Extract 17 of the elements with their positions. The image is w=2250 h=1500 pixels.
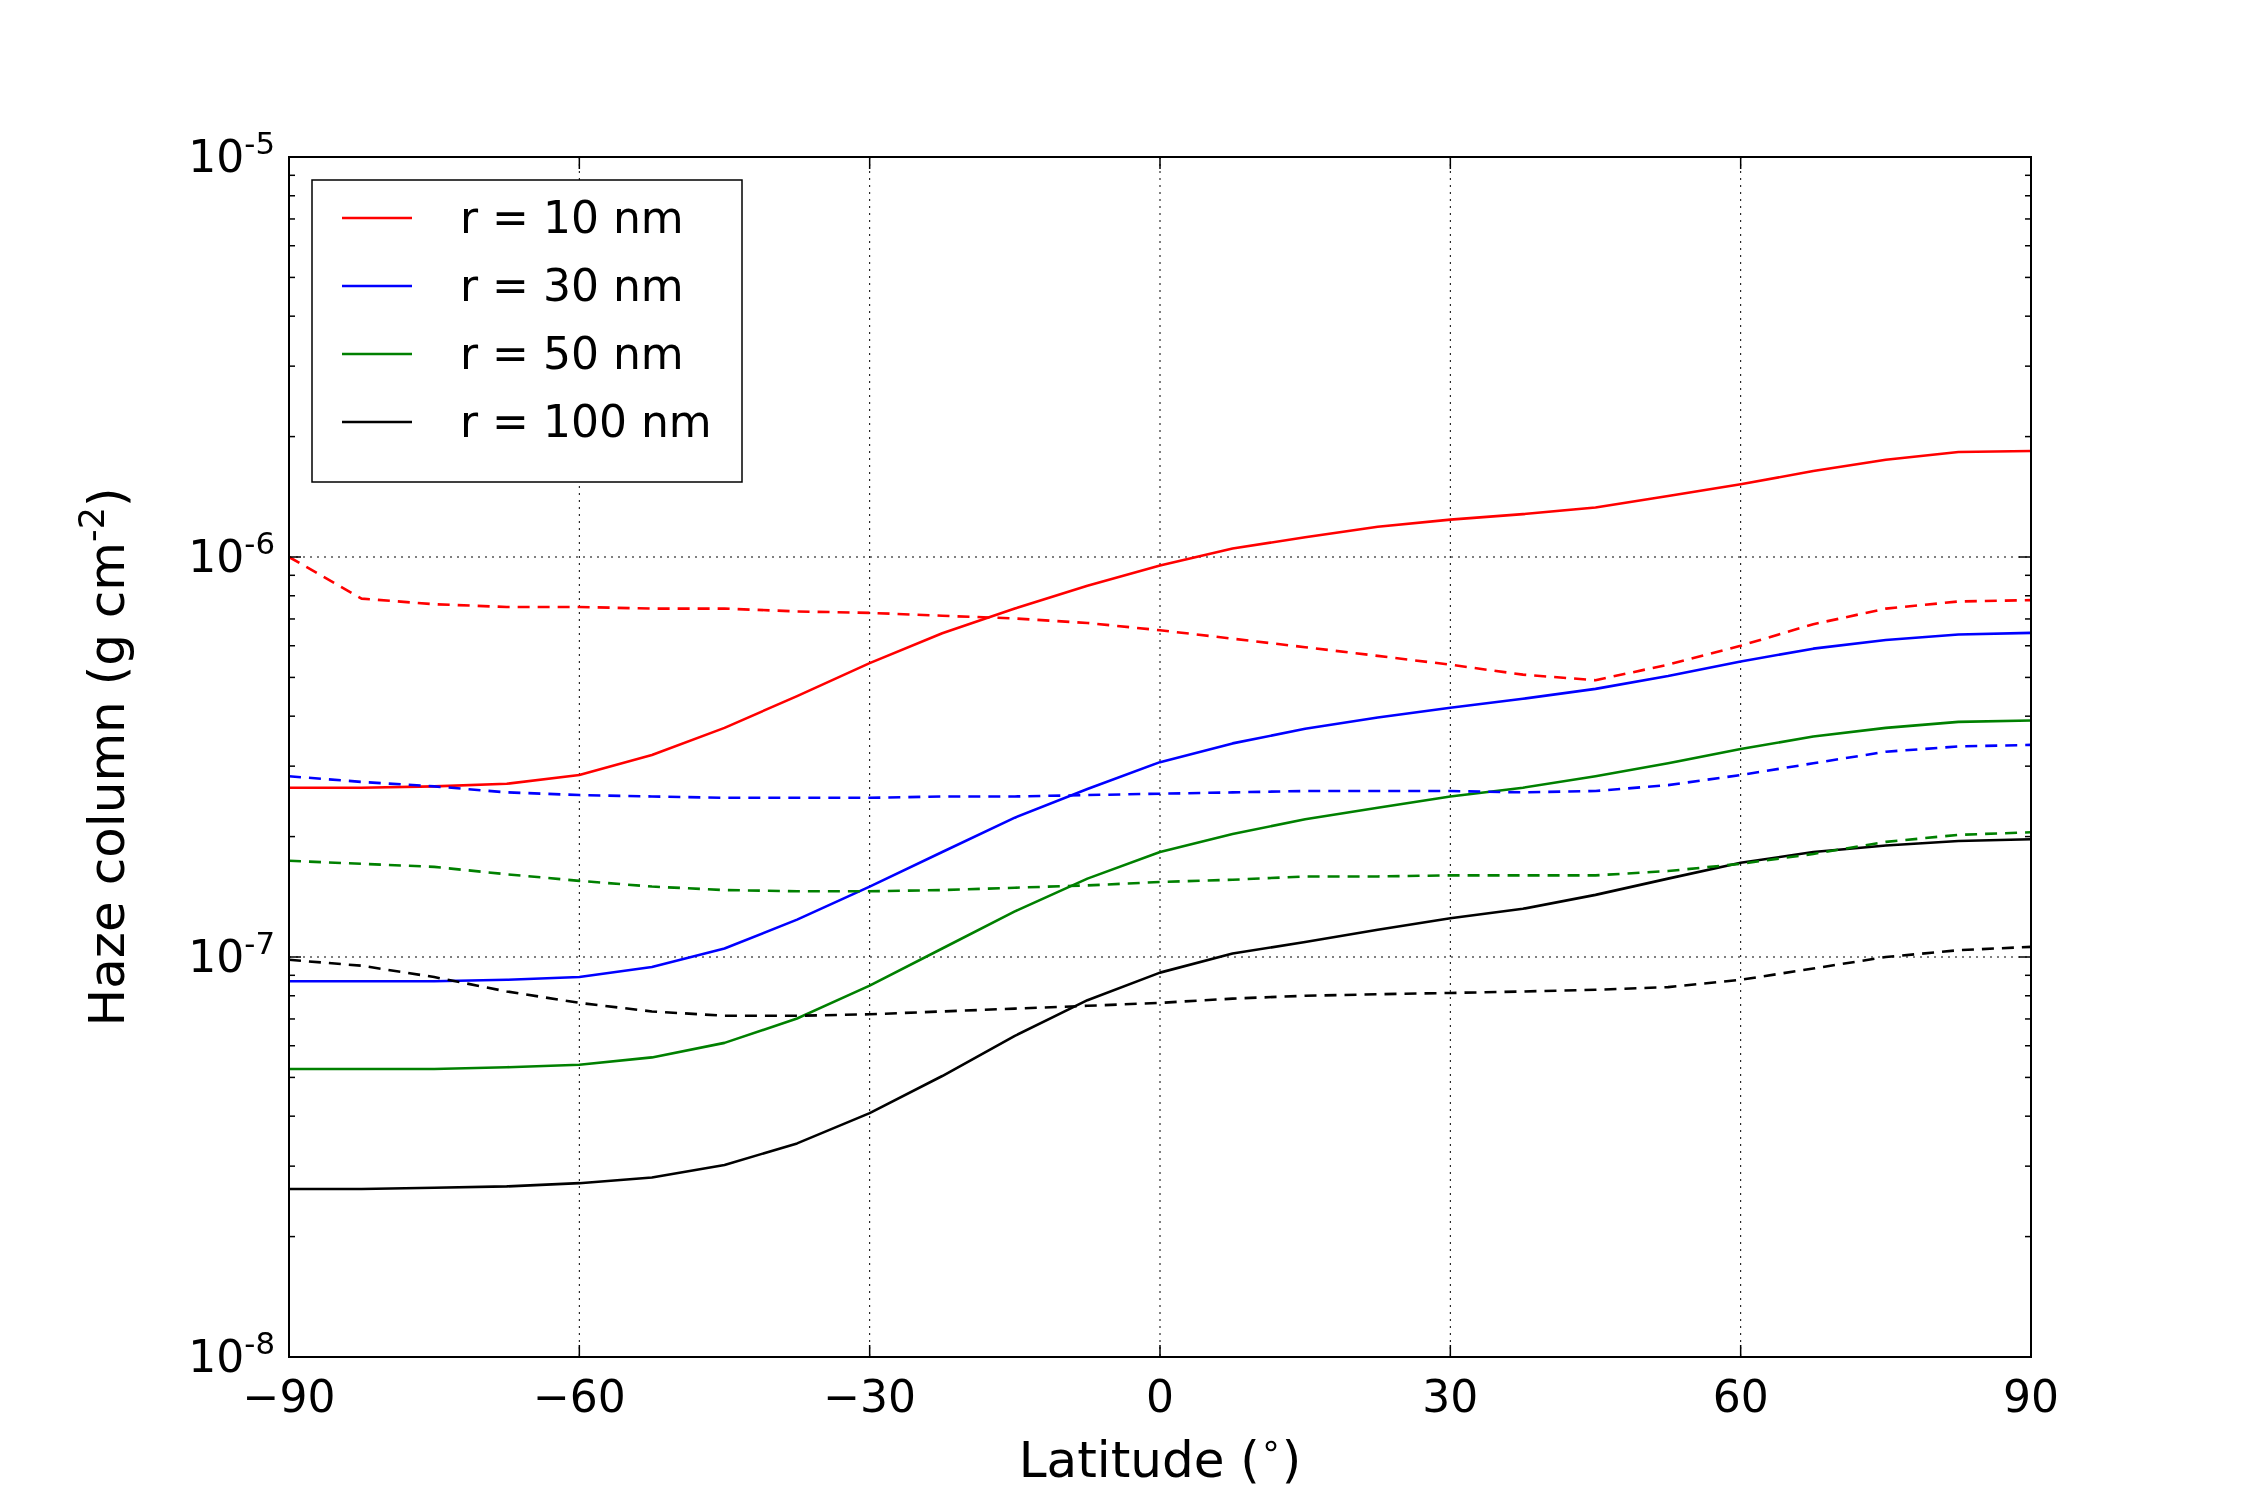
x-tick-label: 60	[1712, 1371, 1769, 1422]
x-tick-label: 0	[1146, 1371, 1174, 1422]
x-tick-label: 90	[2003, 1371, 2059, 1422]
legend-label: r = 50 nm	[460, 328, 684, 379]
legend-label: r = 10 nm	[460, 192, 684, 243]
line-series	[287, 719, 2033, 1071]
x-tick-label: −60	[532, 1371, 626, 1422]
legend-label: r = 30 nm	[460, 260, 684, 311]
y-tick-label: 10$^{-7}$	[188, 925, 275, 982]
x-axis-title: Latitude ($^{∘}$)	[1018, 1425, 1302, 1489]
x-tick-label: −30	[823, 1371, 917, 1422]
x-tick-label: 30	[1422, 1371, 1479, 1422]
line-series	[287, 631, 2033, 983]
y-tick-label: 10$^{-6}$	[188, 525, 275, 582]
legend-label: r = 100 nm	[460, 396, 712, 447]
y-tick-label: 10$^{-5}$	[188, 125, 275, 182]
line-series	[287, 449, 2033, 789]
